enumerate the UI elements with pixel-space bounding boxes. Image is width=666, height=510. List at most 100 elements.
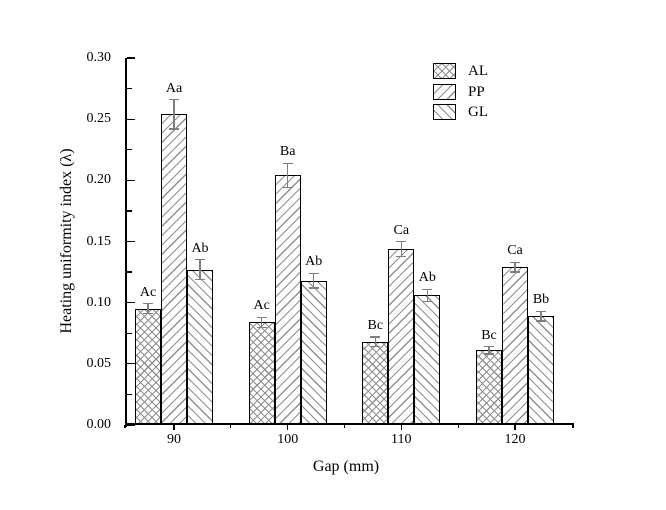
error-cap-bottom-GL-90 <box>195 278 205 280</box>
error-cap-bottom-GL-100 <box>308 287 319 289</box>
y-minor-tick <box>126 271 132 273</box>
error-bar-PP-120 <box>514 262 516 273</box>
error-bar-PP-90 <box>173 99 175 129</box>
y-major-tick-0.15 <box>126 240 135 243</box>
x-tick-label-110: 110 <box>391 432 412 447</box>
y-tick-label-0.30: 0.30 <box>86 50 112 65</box>
legend-item-PP: PP <box>433 83 488 101</box>
error-bar-GL-90 <box>199 259 201 280</box>
legend-swatch-PP-icon <box>433 83 456 100</box>
y-minor-tick <box>126 393 132 396</box>
bar-AL-110 <box>362 341 389 425</box>
x-major-tick-120 <box>514 424 516 430</box>
x-major-tick-90 <box>173 424 175 430</box>
legend-label-AL: AL <box>468 63 488 79</box>
point-label-GL-90: Ab <box>191 240 209 256</box>
x-major-tick-100 <box>287 424 289 430</box>
point-label-PP-90: Aa <box>165 80 183 96</box>
error-bar-GL-110 <box>426 289 428 302</box>
error-cap-top-GL-90 <box>195 259 205 261</box>
point-label-GL-100: Ab <box>305 254 323 270</box>
error-cap-bottom-AL-90 <box>143 313 153 315</box>
error-cap-bottom-PP-100 <box>282 187 293 189</box>
y-major-tick-0.05 <box>126 363 135 365</box>
point-label-AL-110: Bc <box>367 317 384 333</box>
y-minor-tick <box>126 149 132 151</box>
legend-swatch-AL-icon <box>433 63 456 79</box>
bar-AL-90 <box>135 308 161 425</box>
point-label-AL-100: Ac <box>253 298 270 314</box>
error-cap-bottom-PP-110 <box>396 255 407 257</box>
y-tick-label-0.10: 0.10 <box>86 294 112 310</box>
y-major-tick-0.10 <box>126 302 135 304</box>
error-bar-GL-100 <box>313 273 315 288</box>
bar-PP-120 <box>502 267 528 425</box>
legend: AL PP GL <box>433 62 488 124</box>
bar-GL-110 <box>414 295 441 425</box>
x-tick-label-120: 120 <box>504 432 526 447</box>
error-cap-top-AL-100 <box>256 316 267 318</box>
bar-AL-100 <box>248 322 275 425</box>
bar-GL-120 <box>528 316 554 425</box>
error-bar-GL-120 <box>540 311 542 321</box>
legend-label-GL: GL <box>468 104 488 120</box>
error-cap-top-GL-100 <box>308 272 319 274</box>
y-tick-label-0.15: 0.15 <box>86 233 112 249</box>
error-cap-bottom-AL-100 <box>256 326 267 328</box>
legend-item-AL: AL <box>433 62 488 80</box>
y-tick-label-0.25: 0.25 <box>86 111 112 127</box>
legend-item-GL: GL <box>433 103 488 121</box>
bar-GL-100 <box>300 280 327 425</box>
error-cap-top-AL-90 <box>143 303 153 305</box>
x-axis-line <box>125 423 574 425</box>
error-cap-top-PP-110 <box>396 240 407 243</box>
y-major-tick-0.30 <box>126 57 135 59</box>
y-major-tick-0.25 <box>126 118 135 120</box>
point-label-GL-110: Ab <box>418 270 436 286</box>
error-bar-AL-120 <box>488 346 490 355</box>
point-label-PP-100: Ba <box>279 144 296 160</box>
error-cap-top-PP-120 <box>510 261 520 263</box>
error-cap-top-GL-110 <box>422 288 433 290</box>
y-tick-label-0.20: 0.20 <box>86 172 112 188</box>
error-cap-bottom-GL-110 <box>422 300 433 303</box>
x-minor-tick <box>572 424 574 429</box>
bar-PP-100 <box>274 175 301 425</box>
point-label-GL-120: Bb <box>532 292 550 308</box>
y-minor-tick <box>126 332 132 334</box>
error-cap-bottom-AL-120 <box>484 353 494 355</box>
y-tick-label-0.05: 0.05 <box>86 355 112 371</box>
point-label-AL-90: Ac <box>139 284 157 300</box>
y-minor-tick <box>126 210 132 212</box>
error-cap-bottom-PP-120 <box>510 271 520 273</box>
plot-area <box>124 57 574 430</box>
y-axis-line <box>125 58 127 427</box>
y-major-tick-0.20 <box>126 179 135 181</box>
x-major-tick-110 <box>400 424 402 430</box>
x-tick-label-90: 90 <box>167 432 181 447</box>
error-cap-bottom-AL-110 <box>370 346 381 348</box>
x-minor-tick <box>230 424 232 429</box>
error-cap-bottom-GL-120 <box>536 320 546 322</box>
point-label-PP-120: Ca <box>507 243 523 259</box>
error-cap-top-PP-100 <box>282 162 293 164</box>
x-tick-label-100: 100 <box>277 432 299 447</box>
error-bar-AL-110 <box>374 336 376 347</box>
error-cap-top-GL-120 <box>536 310 546 312</box>
error-bar-PP-100 <box>287 163 289 188</box>
x-minor-tick <box>457 424 459 429</box>
error-bar-AL-90 <box>147 303 149 314</box>
y-minor-tick <box>126 87 132 90</box>
legend-swatch-GL-icon <box>433 104 456 120</box>
point-label-PP-110: Ca <box>393 222 410 238</box>
error-cap-top-PP-90 <box>169 98 179 101</box>
legend-label-PP: PP <box>468 83 485 100</box>
y-major-tick-0.00 <box>126 424 135 426</box>
x-minor-tick <box>124 424 126 429</box>
y-tick-label-0.00: 0.00 <box>86 417 112 432</box>
bar-AL-120 <box>476 350 502 425</box>
bar-GL-90 <box>187 269 213 425</box>
x-axis-title: Gap (mm) <box>312 458 380 475</box>
bar-PP-90 <box>161 114 187 425</box>
